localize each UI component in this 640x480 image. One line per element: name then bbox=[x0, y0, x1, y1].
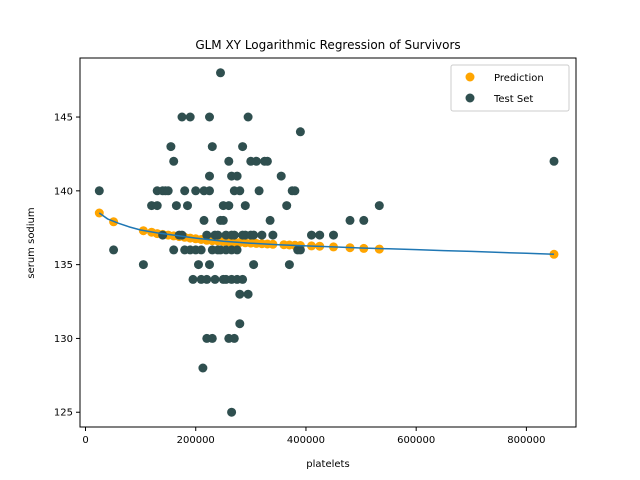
test-set-point bbox=[374, 201, 384, 211]
test-set-point bbox=[94, 186, 104, 196]
test-set-point bbox=[268, 230, 278, 240]
test-set-point bbox=[191, 186, 201, 196]
test-set-point bbox=[251, 156, 261, 166]
test-set-point bbox=[109, 245, 119, 255]
y-axis: 125 130 135 140 145 bbox=[54, 113, 80, 419]
x-axis: 0 200000 400000 600000 800000 bbox=[82, 427, 545, 446]
y-axis-label: serum sodium bbox=[26, 207, 37, 278]
test-set-point bbox=[205, 186, 214, 196]
x-tick-label: 800000 bbox=[507, 435, 545, 446]
y-tick-label: 140 bbox=[54, 186, 73, 197]
test-set-point bbox=[205, 260, 214, 270]
test-set-point bbox=[196, 245, 206, 255]
test-set-point bbox=[295, 245, 305, 255]
test-set-point bbox=[235, 319, 245, 329]
test-set-point bbox=[295, 127, 305, 137]
legend-test-set-label: Test Set bbox=[493, 94, 533, 105]
test-set-point bbox=[183, 201, 192, 211]
test-set-point bbox=[177, 112, 187, 122]
test-set-point bbox=[549, 156, 559, 166]
test-set-point bbox=[282, 201, 292, 211]
x-tick-label: 600000 bbox=[397, 435, 435, 446]
test-set-point bbox=[235, 186, 245, 196]
test-set-point bbox=[188, 274, 198, 284]
test-set-point bbox=[194, 260, 203, 270]
test-set-point bbox=[257, 230, 267, 240]
test-set-point bbox=[329, 230, 338, 240]
test-set-point bbox=[152, 201, 162, 211]
test-set-point bbox=[163, 186, 173, 196]
test-set-point bbox=[232, 171, 242, 181]
test-set-point bbox=[171, 201, 181, 211]
test-set-point bbox=[169, 156, 179, 166]
test-set-point bbox=[198, 363, 208, 373]
test-set-point bbox=[205, 171, 214, 181]
x-tick-label: 200000 bbox=[177, 435, 215, 446]
test-set-point bbox=[229, 230, 239, 240]
test-set-point bbox=[359, 215, 369, 225]
y-tick-label: 145 bbox=[54, 113, 73, 124]
test-set-point bbox=[243, 112, 253, 122]
test-set-point bbox=[185, 112, 195, 122]
test-set-point bbox=[169, 245, 179, 255]
test-set-point bbox=[207, 333, 217, 343]
test-set-point bbox=[265, 215, 275, 225]
test-set-point bbox=[218, 215, 228, 225]
test-set-point bbox=[307, 230, 316, 240]
axes-frame bbox=[79, 57, 577, 428]
test-set-point bbox=[284, 260, 294, 270]
test-set-point bbox=[224, 201, 234, 211]
test-set-point bbox=[238, 142, 248, 152]
test-set-point bbox=[229, 333, 239, 343]
test-set-point bbox=[227, 407, 237, 417]
legend-frame bbox=[450, 64, 570, 112]
legend: Prediction Test Set bbox=[450, 64, 570, 112]
y-tick-label: 125 bbox=[54, 408, 73, 419]
test-set-point bbox=[276, 171, 286, 181]
test-set-point bbox=[243, 289, 253, 299]
test-set-point bbox=[290, 186, 300, 196]
test-set-point bbox=[202, 230, 212, 240]
plot-area bbox=[79, 57, 577, 428]
test-set-point bbox=[216, 68, 225, 78]
test-set-point bbox=[199, 215, 209, 225]
test-set-point bbox=[205, 112, 214, 122]
x-tick-label: 400000 bbox=[287, 435, 325, 446]
regression-line bbox=[98, 212, 555, 256]
test-set-point bbox=[249, 230, 259, 240]
legend-prediction-marker bbox=[465, 72, 475, 82]
test-set-point bbox=[177, 230, 187, 240]
test-set-point bbox=[254, 186, 264, 196]
test-set-point bbox=[207, 142, 217, 152]
test-set-point bbox=[202, 274, 212, 284]
y-tick-label: 135 bbox=[54, 260, 73, 271]
test-set-point bbox=[210, 274, 220, 284]
test-set-point bbox=[158, 230, 168, 240]
x-tick-label: 0 bbox=[82, 435, 88, 446]
test-set-point bbox=[249, 260, 259, 270]
test-set-point bbox=[238, 274, 248, 284]
test-set-point bbox=[213, 230, 223, 240]
y-tick-label: 130 bbox=[54, 334, 73, 345]
test-set-point bbox=[224, 156, 234, 166]
legend-prediction-label: Prediction bbox=[494, 73, 544, 84]
test-set-point bbox=[166, 142, 176, 152]
test-set-point bbox=[235, 289, 245, 299]
x-axis-label: platelets bbox=[306, 459, 349, 470]
test-set-point bbox=[138, 260, 148, 270]
test-set-point bbox=[180, 186, 190, 196]
chart-title: GLM XY Logarithmic Regression of Survivo… bbox=[195, 38, 460, 52]
test-set-point bbox=[262, 156, 272, 166]
legend-test-set-marker bbox=[465, 93, 475, 103]
test-set-point bbox=[240, 201, 250, 211]
test-set-point bbox=[232, 245, 242, 255]
test-set-point bbox=[315, 230, 325, 240]
test-set-point bbox=[345, 215, 355, 225]
